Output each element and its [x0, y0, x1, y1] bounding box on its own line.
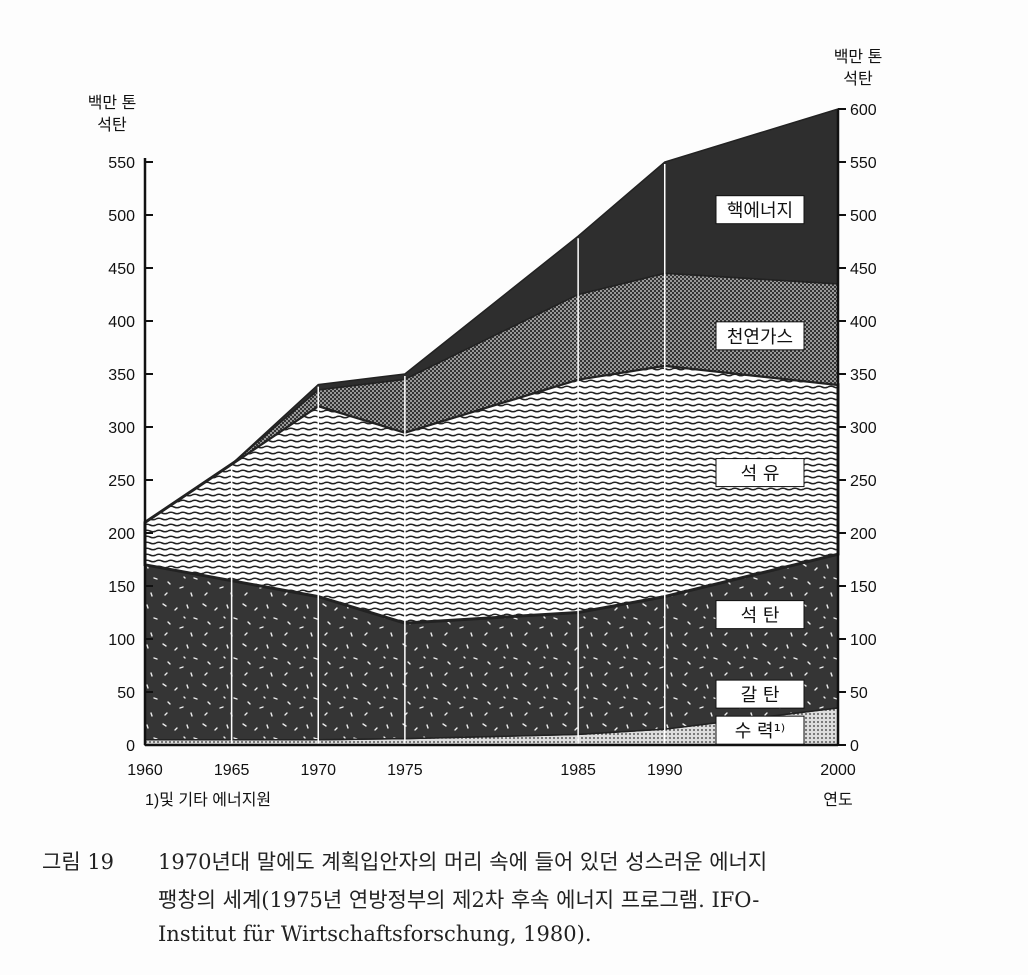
annotation-label: 천연가스 [727, 327, 793, 348]
x-tick-label: 1975 [387, 762, 423, 779]
y-tick-label-right: 500 [850, 208, 877, 225]
annotation-label: 석 탄 [741, 606, 780, 627]
x-tick-label: 1990 [647, 762, 683, 779]
annotation-box [715, 600, 805, 630]
y-tick-label-left: 550 [108, 155, 135, 172]
y-tick-label-right: 300 [850, 420, 877, 437]
caption-line-3: Institut für Wirtschaftsforschung, 1980)… [158, 922, 592, 946]
y-tick-label-right: 50 [850, 685, 868, 702]
y-label-left: 백만 톤 [88, 94, 137, 112]
x-tick-label: 1985 [560, 762, 596, 779]
annotation-label: 석 유 [741, 464, 780, 485]
y-tick-label-right: 0 [850, 738, 859, 755]
y-tick-label-right: 350 [850, 367, 877, 384]
caption-label: 그림 19 [42, 850, 115, 874]
y-tick-label-left: 50 [117, 685, 135, 702]
annotation-box [715, 715, 805, 745]
y-tick-label-left: 0 [126, 738, 135, 755]
y-tick-label-left: 250 [108, 473, 135, 490]
y-tick-label-left: 500 [108, 208, 135, 225]
annotation-box [715, 458, 805, 488]
annotation-label: 갈 탄 [741, 685, 780, 706]
x-tick-label: 2000 [820, 762, 856, 779]
y-tick-label-right: 400 [850, 314, 877, 331]
annotation-label: 수 력¹⁾ [735, 721, 785, 742]
annotation-box [715, 195, 805, 225]
y-tick-label-left: 200 [108, 526, 135, 543]
y-label-right: 백만 톤 [834, 48, 883, 66]
y-tick-label-right: 150 [850, 579, 877, 596]
y-tick-label-left: 450 [108, 261, 135, 278]
y-tick-label-left: 400 [108, 314, 135, 331]
x-tick-label: 1965 [214, 762, 250, 779]
y-tick-label-left: 350 [108, 367, 135, 384]
y-tick-label-left: 150 [108, 579, 135, 596]
y-tick-label-left: 100 [108, 632, 135, 649]
y-label-left: 석탄 [97, 116, 127, 134]
annotation-box [715, 321, 805, 351]
annotation-box [715, 679, 805, 709]
x-label: 연도 [823, 791, 852, 809]
y-tick-label-right: 600 [850, 102, 877, 119]
y-tick-label-right: 100 [850, 632, 877, 649]
caption-line-1: 1970년대 말에도 계획입안자의 머리 속에 들어 있던 성스러운 에너지 [158, 850, 768, 874]
y-tick-label-right: 550 [850, 155, 877, 172]
y-tick-label-right: 450 [850, 261, 877, 278]
annotation-label: 핵에너지 [727, 201, 793, 222]
y-label-right: 석탄 [843, 70, 873, 88]
y-tick-label-left: 300 [108, 420, 135, 437]
y-tick-label-right: 250 [850, 473, 877, 490]
x-tick-label: 1970 [300, 762, 336, 779]
x-tick-label: 1960 [127, 762, 163, 779]
caption-line-2: 팽창의 세계(1975년 연방정부의 제2차 후속 에너지 프로그램. IFO- [158, 888, 760, 912]
footnote: 1)및 기타 에너지원 [145, 791, 271, 809]
y-tick-label-right: 200 [850, 526, 877, 543]
